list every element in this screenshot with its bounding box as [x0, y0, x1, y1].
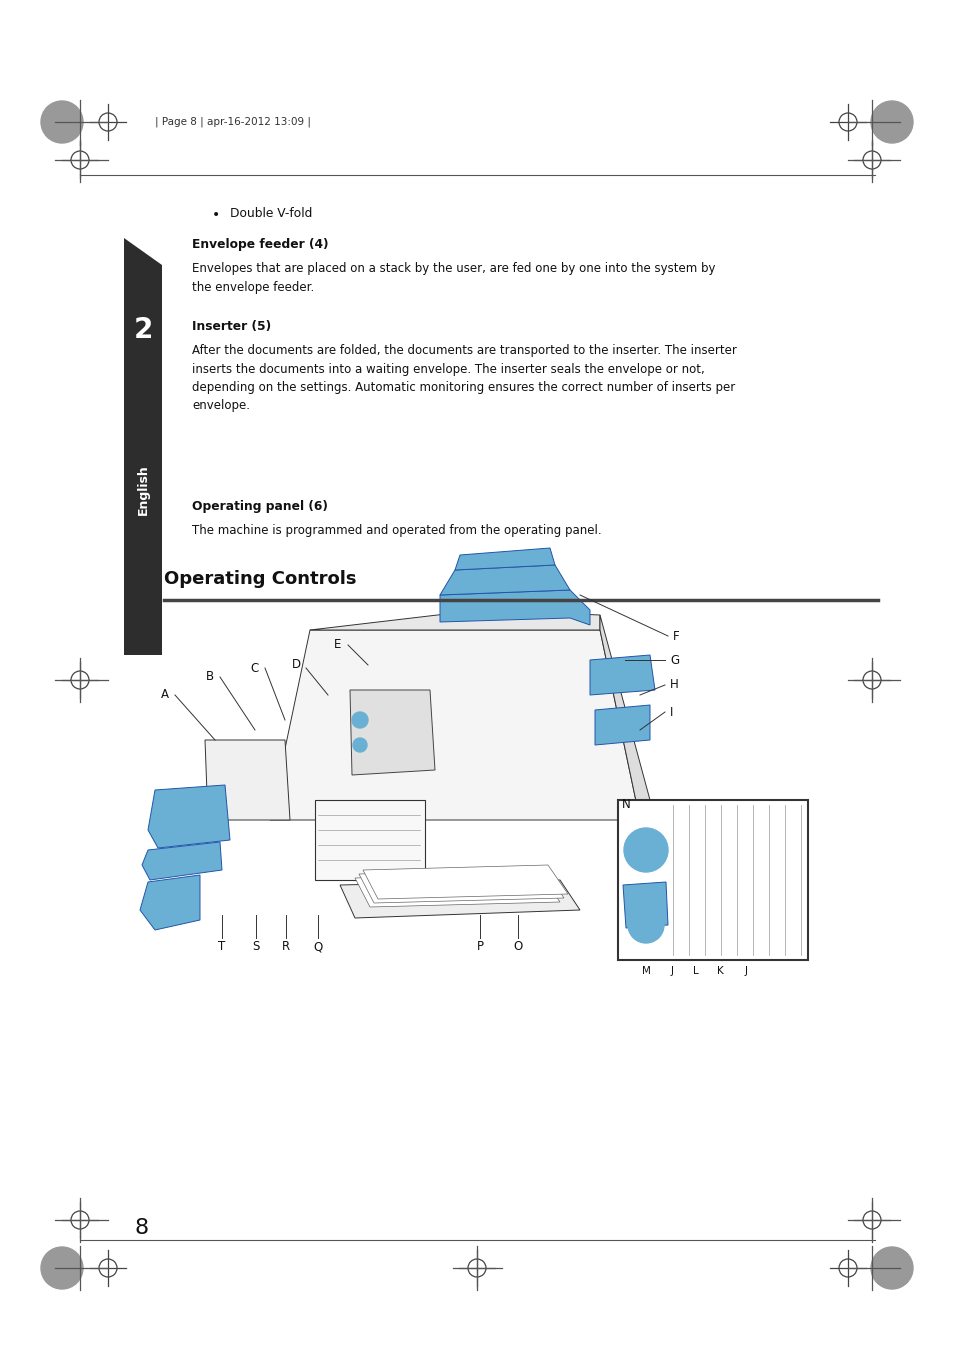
- Text: L: L: [693, 967, 699, 976]
- Text: Double V-fold: Double V-fold: [230, 207, 312, 220]
- Polygon shape: [142, 842, 222, 880]
- Text: O: O: [513, 940, 522, 953]
- Text: The machine is programmed and operated from the operating panel.: The machine is programmed and operated f…: [192, 524, 601, 537]
- Polygon shape: [599, 616, 649, 819]
- Text: H: H: [669, 679, 678, 691]
- Circle shape: [352, 711, 368, 728]
- Text: Envelope feeder (4): Envelope feeder (4): [192, 238, 328, 251]
- Text: Q: Q: [313, 940, 322, 953]
- Circle shape: [870, 1247, 912, 1289]
- Circle shape: [41, 101, 83, 143]
- Polygon shape: [205, 740, 290, 819]
- Text: 8: 8: [134, 1218, 149, 1238]
- Text: Operating panel (6): Operating panel (6): [192, 500, 328, 513]
- FancyBboxPatch shape: [124, 265, 162, 655]
- Text: Inserter (5): Inserter (5): [192, 320, 271, 333]
- Text: E: E: [334, 639, 341, 652]
- Text: Envelopes that are placed on a stack by the user, are fed one by one into the sy: Envelopes that are placed on a stack by …: [192, 262, 715, 293]
- Text: J: J: [743, 967, 747, 976]
- Text: K: K: [716, 967, 722, 976]
- Text: D: D: [291, 657, 300, 671]
- Text: B: B: [206, 671, 213, 683]
- Text: 2: 2: [133, 316, 152, 344]
- FancyBboxPatch shape: [314, 801, 424, 880]
- Text: N: N: [621, 798, 630, 811]
- Text: English: English: [136, 464, 150, 516]
- Polygon shape: [339, 880, 579, 918]
- Text: J: J: [670, 967, 673, 976]
- Text: | Page 8 | apr-16-2012 13:09 |: | Page 8 | apr-16-2012 13:09 |: [154, 116, 311, 127]
- Polygon shape: [455, 548, 555, 570]
- Text: G: G: [669, 653, 679, 667]
- Polygon shape: [355, 873, 559, 907]
- Polygon shape: [439, 590, 589, 625]
- Text: S: S: [252, 940, 259, 953]
- Circle shape: [41, 1247, 83, 1289]
- Text: P: P: [476, 940, 483, 953]
- Circle shape: [627, 907, 663, 944]
- Circle shape: [623, 828, 667, 872]
- Polygon shape: [270, 630, 639, 819]
- Circle shape: [870, 101, 912, 143]
- Polygon shape: [622, 882, 667, 927]
- Polygon shape: [439, 566, 569, 595]
- Text: F: F: [672, 629, 679, 643]
- Polygon shape: [124, 238, 162, 265]
- Text: R: R: [282, 940, 290, 953]
- Polygon shape: [589, 655, 655, 695]
- Polygon shape: [148, 784, 230, 848]
- Text: M: M: [640, 967, 650, 976]
- Text: C: C: [251, 662, 259, 675]
- FancyBboxPatch shape: [618, 801, 807, 960]
- Text: T: T: [218, 940, 226, 953]
- Polygon shape: [595, 705, 649, 745]
- Polygon shape: [363, 865, 567, 899]
- Text: •: •: [212, 208, 220, 221]
- Text: A: A: [161, 688, 169, 702]
- Circle shape: [353, 738, 367, 752]
- Polygon shape: [140, 875, 200, 930]
- Polygon shape: [358, 869, 563, 903]
- Text: I: I: [669, 706, 673, 718]
- Text: Operating Controls: Operating Controls: [164, 570, 356, 589]
- Polygon shape: [310, 610, 599, 630]
- Text: After the documents are folded, the documents are transported to the inserter. T: After the documents are folded, the docu…: [192, 344, 736, 413]
- Polygon shape: [350, 690, 435, 775]
